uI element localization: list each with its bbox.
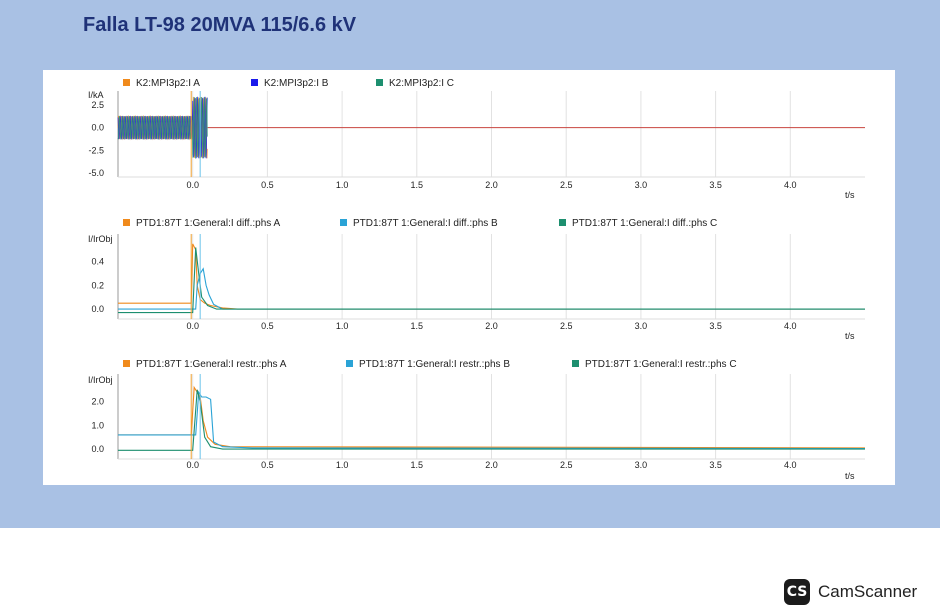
series-line	[118, 385, 866, 449]
y-axis-label: I/IrObj	[88, 375, 113, 385]
x-tick-label: 3.5	[709, 180, 722, 190]
relay-recording-charts: 0.0 0.5 1.0 1.5 2.0 2.5 3.0 3.5 4.0 2.5 0.0 -2.5 -5.…	[88, 78, 866, 481]
legend-swatch	[340, 219, 347, 226]
x-tick-label: 3.0	[635, 180, 648, 190]
x-tick-label: 4.0	[784, 180, 797, 190]
x-tick-label: 0.0	[186, 321, 199, 331]
x-tick-label: 2.5	[560, 460, 573, 470]
chart-panel: 0.0 0.5 1.0 1.5 2.0 2.5 3.0 3.5 4.0 2.5 0.0 -2.5 -5.…	[43, 70, 895, 485]
y-tick-label: 0.4	[91, 257, 104, 267]
x-tick-label: 3.5	[709, 460, 722, 470]
y-tick-label: 2.5	[91, 100, 104, 110]
x-tick-label: 0.0	[186, 460, 199, 470]
y-axis-label: I/IrObj	[88, 234, 113, 244]
series-line	[118, 267, 865, 310]
x-tick-label: 1.0	[336, 321, 349, 331]
legend-swatch	[572, 360, 579, 367]
x-tick-label: 1.5	[411, 321, 424, 331]
y-axis-label: I/kA	[88, 90, 104, 100]
y-tick-label: -5.0	[88, 168, 104, 178]
legend-swatch	[123, 219, 130, 226]
legend-swatch	[123, 79, 130, 86]
legend-label: PTD1:87T 1:General:I restr.:phs C	[585, 359, 737, 370]
legend-swatch	[376, 79, 383, 86]
y-tick-label: -2.5	[88, 145, 104, 155]
x-tick-label: 2.0	[485, 460, 498, 470]
x-tick-label: 4.0	[784, 321, 797, 331]
x-tick-label: 0.5	[261, 321, 274, 331]
series-line	[118, 389, 865, 451]
x-tick-label: 2.5	[560, 321, 573, 331]
legend-label: PTD1:87T 1:General:I diff.:phs C	[572, 218, 717, 229]
x-tick-label: 3.5	[709, 321, 722, 331]
x-tick-label: 0.5	[261, 180, 274, 190]
legend-swatch	[123, 360, 130, 367]
legend-swatch	[251, 79, 258, 86]
x-axis-label: t/s	[845, 471, 855, 481]
x-tick-label: 2.5	[560, 180, 573, 190]
x-tick-label: 1.5	[411, 460, 424, 470]
x-tick-label: 1.5	[411, 180, 424, 190]
series-line	[118, 390, 866, 450]
y-tick-label: 1.0	[91, 420, 104, 430]
legend-swatch	[346, 360, 353, 367]
legend-label: PTD1:87T 1:General:I restr.:phs A	[136, 359, 287, 370]
y-tick-label: 2.0	[91, 397, 104, 407]
legend-label: PTD1:87T 1:General:I restr.:phs B	[359, 359, 510, 370]
legend-label: PTD1:87T 1:General:I diff.:phs A	[136, 218, 280, 229]
x-tick-label: 2.0	[485, 180, 498, 190]
legend-swatch	[559, 219, 566, 226]
series-line	[117, 96, 208, 159]
x-tick-label: 3.0	[635, 460, 648, 470]
y-tick-label: 0.0	[91, 123, 104, 133]
legend-label: K2:MPI3p2:I C	[389, 78, 454, 89]
x-tick-label: 0.0	[186, 180, 199, 190]
x-axis-label: t/s	[845, 331, 855, 341]
x-tick-label: 0.5	[261, 460, 274, 470]
x-tick-label: 2.0	[485, 321, 498, 331]
legend-label: K2:MPI3p2:I B	[264, 78, 329, 89]
y-tick-label: 0.0	[91, 304, 104, 314]
y-tick-label: 0.2	[91, 280, 104, 290]
x-tick-label: 4.0	[784, 460, 797, 470]
x-tick-label: 1.0	[336, 460, 349, 470]
slide-title: Falla LT-98 20MVA 115/6.6 kV	[83, 14, 357, 36]
x-axis-label: t/s	[845, 190, 855, 200]
camscanner-footer: CS CamScanner	[784, 578, 917, 606]
series-line	[117, 96, 208, 159]
legend-label: K2:MPI3p2:I A	[136, 78, 200, 89]
y-tick-label: 0.0	[91, 444, 104, 454]
camscanner-brand-text: CamScanner	[818, 582, 918, 601]
x-tick-label: 3.0	[635, 321, 648, 331]
legend-label: PTD1:87T 1:General:I diff.:phs B	[353, 218, 498, 229]
x-tick-label: 1.0	[336, 180, 349, 190]
camscanner-logo-icon: CS	[784, 579, 810, 605]
